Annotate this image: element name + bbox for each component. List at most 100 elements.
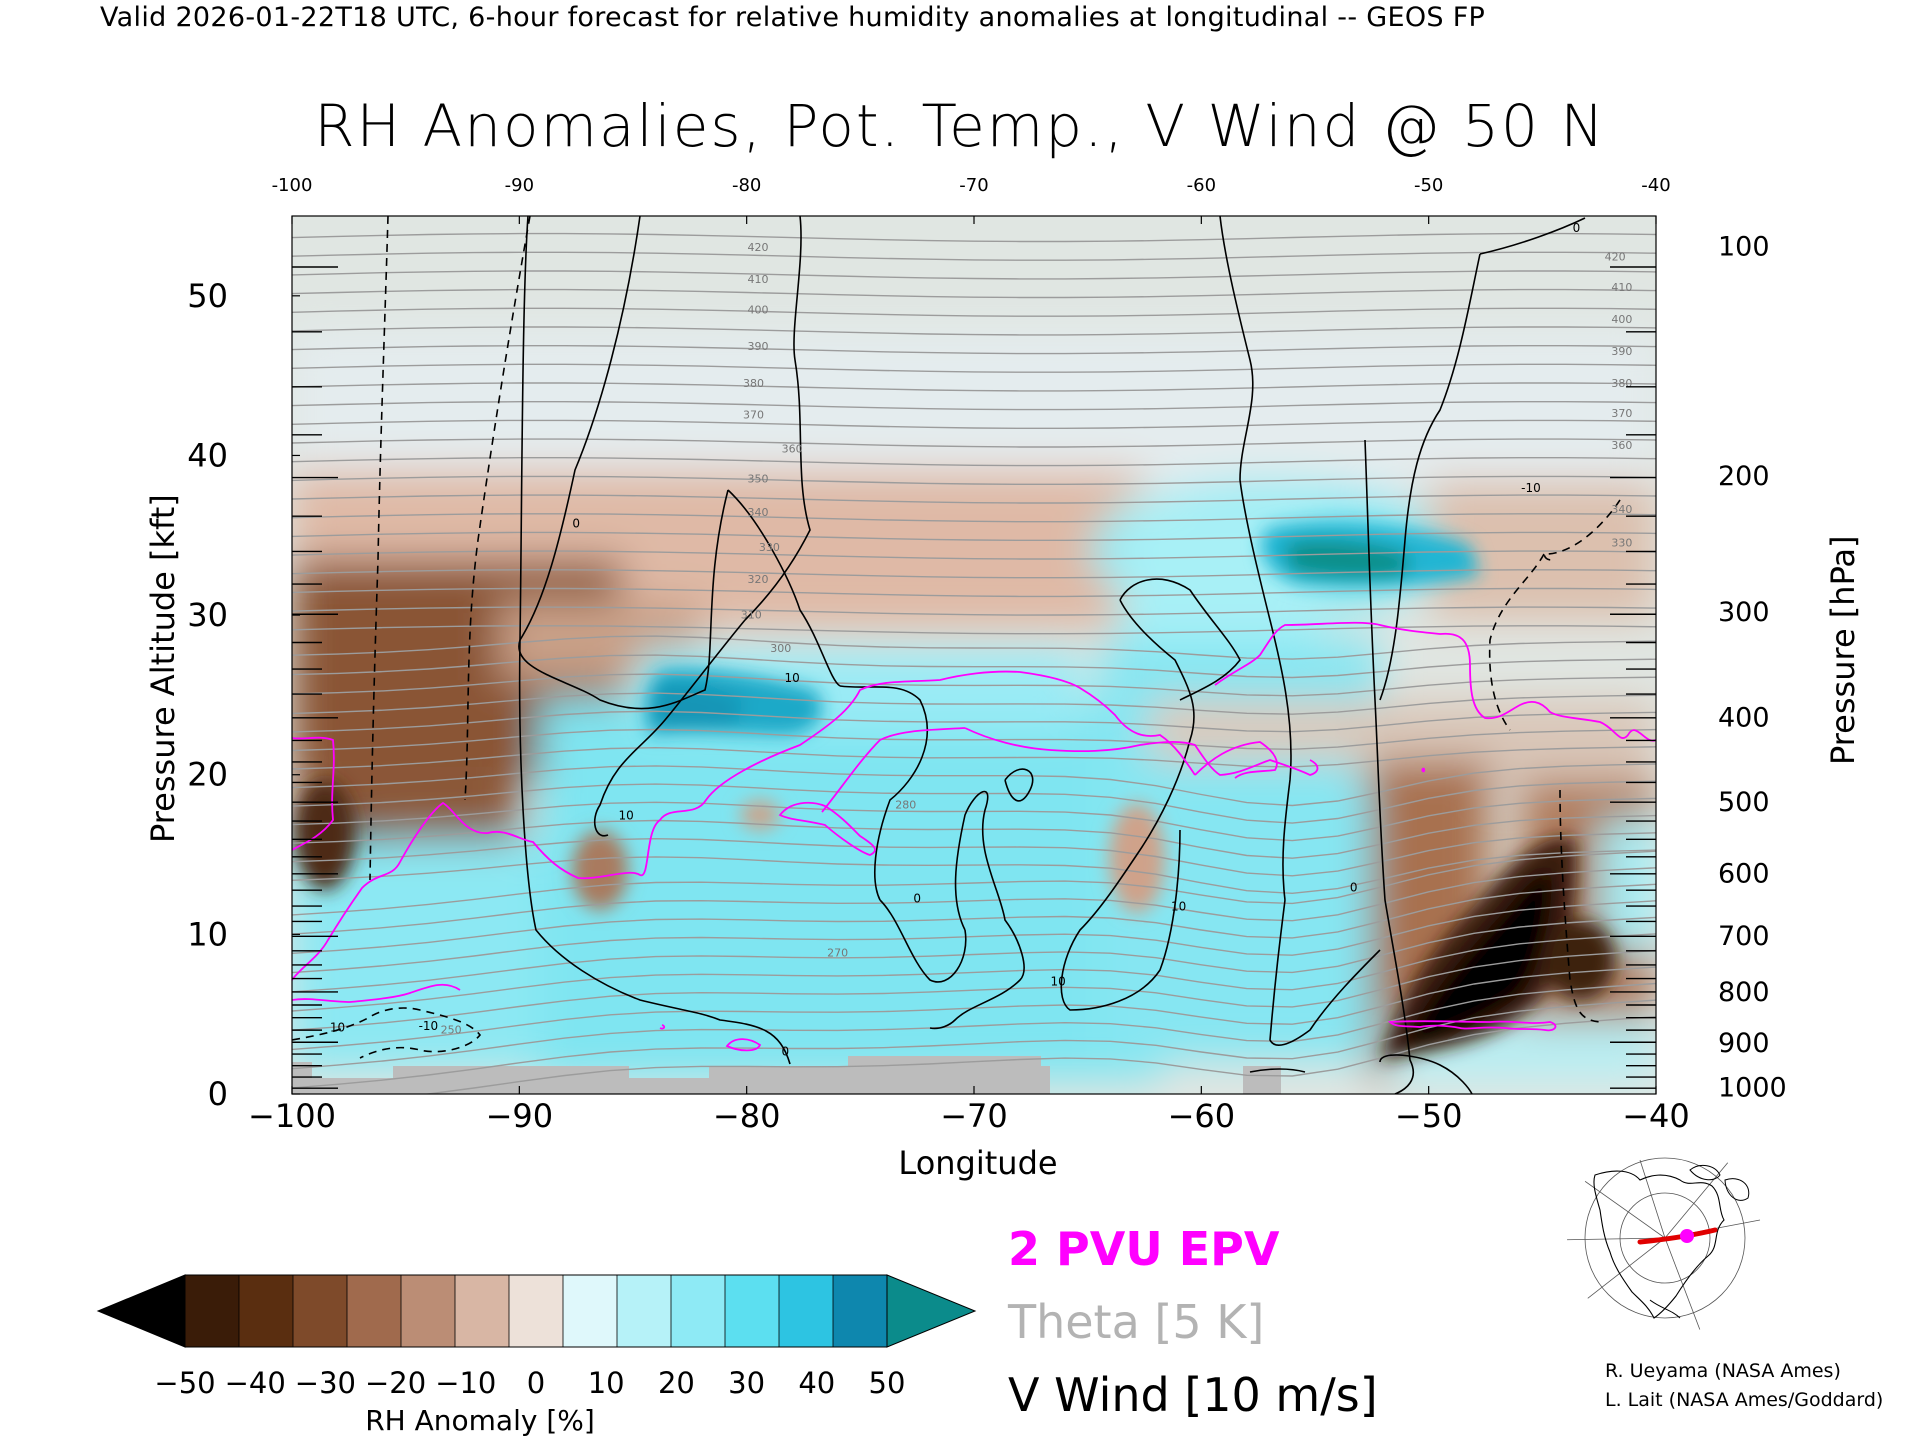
colorbar-tick-label: 0 xyxy=(527,1366,545,1400)
legend-epv: 2 PVU EPV xyxy=(1008,1222,1280,1276)
x-tick-label: −100 xyxy=(248,1097,336,1135)
theta-value-label: 420 xyxy=(1605,251,1626,264)
colorbar-tick-label: 10 xyxy=(588,1366,625,1400)
colorbar-bin xyxy=(671,1275,726,1347)
theta-line xyxy=(292,569,1656,579)
colorbar-bin xyxy=(617,1275,672,1347)
y-tick-label: 10 xyxy=(187,915,228,953)
theta-value-label: 310 xyxy=(741,608,762,621)
theta-value-label: 300 xyxy=(770,642,791,655)
y-tick-label: 50 xyxy=(187,277,228,315)
theta-value-label: 270 xyxy=(827,947,848,960)
theta-line xyxy=(292,900,1656,974)
credit-line-1: R. Ueyama (NASA Ames) xyxy=(1605,1360,1841,1382)
v-wind-contours xyxy=(292,216,1621,1094)
theta-line xyxy=(292,531,1656,541)
cross-section-path-icon xyxy=(1637,1227,1718,1245)
theta-contour-labels: 420 410 400 390 380 370 360 350 340 330 320 310 300 2… xyxy=(441,241,1633,1036)
v-wind-contour-labels: 0 10 10 0 10 10 0 -10 10 -10 0 0 xyxy=(330,221,1580,1059)
theta-line xyxy=(292,587,1656,598)
theta-line xyxy=(292,780,1656,824)
colorbar-tick-label: −40 xyxy=(225,1366,286,1400)
colorbar-tick-label: −30 xyxy=(295,1366,356,1400)
theta-line xyxy=(292,832,1656,877)
theta-value-label: 330 xyxy=(759,541,780,554)
left-axis-label: Pressure Altitude [kft] xyxy=(144,494,182,843)
pressure-tick-label: 100 xyxy=(1718,231,1770,262)
right-pressure-tick-marks xyxy=(1610,266,1656,1089)
pressure-tick-label: 300 xyxy=(1718,597,1770,628)
theta-line xyxy=(292,419,1656,429)
colorbar-bin xyxy=(563,1275,618,1347)
theta-line xyxy=(292,363,1656,373)
theta-value-label: 370 xyxy=(743,409,764,422)
pressure-tick-label: 600 xyxy=(1718,859,1770,890)
pressure-tick-label: 1000 xyxy=(1718,1073,1787,1104)
colorbar-bin xyxy=(185,1275,240,1347)
colorbar-title: RH Anomaly [%] xyxy=(365,1404,595,1437)
x-tick-label: −50 xyxy=(1395,1097,1463,1135)
theta-value-label: 360 xyxy=(1611,439,1632,452)
x-axis-label: Longitude xyxy=(898,1144,1058,1182)
theta-line xyxy=(292,867,1656,935)
theta-line xyxy=(292,850,1656,916)
theta-value-label: 380 xyxy=(743,377,764,390)
theta-value-label: 400 xyxy=(1611,313,1632,326)
x-tick-label: −40 xyxy=(1622,1097,1690,1135)
theta-value-label: 420 xyxy=(748,241,769,254)
theta-value-label: 330 xyxy=(1611,536,1632,549)
theta-line xyxy=(292,475,1656,485)
theta-value-label: 340 xyxy=(748,506,769,519)
colorbar-bin xyxy=(509,1275,564,1347)
pressure-tick-label: 800 xyxy=(1718,977,1770,1008)
theta-line xyxy=(292,270,1656,280)
theta-line xyxy=(292,232,1656,243)
valid-time-line: Valid 2026-01-22T18 UTC, 6-hour forecast… xyxy=(100,2,1486,33)
colorbar-tick-label: −20 xyxy=(365,1366,426,1400)
theta-line xyxy=(292,251,1656,261)
vwind-value-label: 0 xyxy=(913,891,921,905)
theta-value-label: 280 xyxy=(895,798,916,811)
vwind-value-label: -10 xyxy=(1521,481,1541,495)
colorbar-bin xyxy=(239,1275,294,1347)
theta-line xyxy=(292,625,1656,635)
theta-line xyxy=(292,763,1656,807)
theta-line xyxy=(292,288,1656,299)
top-tick-label: -100 xyxy=(272,175,313,196)
vwind-value-label: 10 xyxy=(1171,899,1186,913)
theta-line xyxy=(292,307,1656,317)
colorbar-tick-label: 40 xyxy=(798,1366,835,1400)
colorbar-bin xyxy=(347,1275,402,1347)
top-tick-label: -80 xyxy=(732,175,761,196)
colorbar-over-arrow xyxy=(886,1274,977,1348)
colorbar-bin xyxy=(725,1275,780,1347)
top-tick-label: -70 xyxy=(959,175,988,196)
theta-value-label: 400 xyxy=(748,303,769,316)
x-tick-label: −80 xyxy=(713,1097,781,1135)
vwind-value-label: 0 xyxy=(781,1045,789,1059)
vwind-value-label: 10 xyxy=(330,1021,345,1035)
top-tick-label: -90 xyxy=(505,175,534,196)
theta-line xyxy=(292,606,1656,616)
y-tick-label: 0 xyxy=(208,1075,228,1113)
theta-line xyxy=(292,438,1656,448)
x-tick-label: −70 xyxy=(940,1097,1008,1135)
legend-theta: Theta [5 K] xyxy=(1008,1295,1265,1349)
theta-line xyxy=(292,999,1656,1089)
theta-line xyxy=(292,849,1656,895)
vwind-value-label: 0 xyxy=(1350,880,1358,894)
theta-line xyxy=(292,513,1656,523)
terrain-right xyxy=(1243,1066,1281,1094)
inset-locator-map xyxy=(1555,1140,1763,1336)
theta-line xyxy=(292,933,1656,1012)
theta-line xyxy=(292,982,1656,1070)
pressure-tick-label: 700 xyxy=(1718,921,1770,952)
right-axis-label: Pressure [hPa] xyxy=(1824,535,1862,765)
colorbar-tick-label: −10 xyxy=(435,1366,496,1400)
theta-value-label: 410 xyxy=(1611,281,1632,294)
vwind-value-label: 10 xyxy=(784,671,799,685)
theta-line xyxy=(292,916,1656,993)
y-tick-label: 30 xyxy=(187,596,228,634)
top-tick-label: -40 xyxy=(1641,175,1670,196)
